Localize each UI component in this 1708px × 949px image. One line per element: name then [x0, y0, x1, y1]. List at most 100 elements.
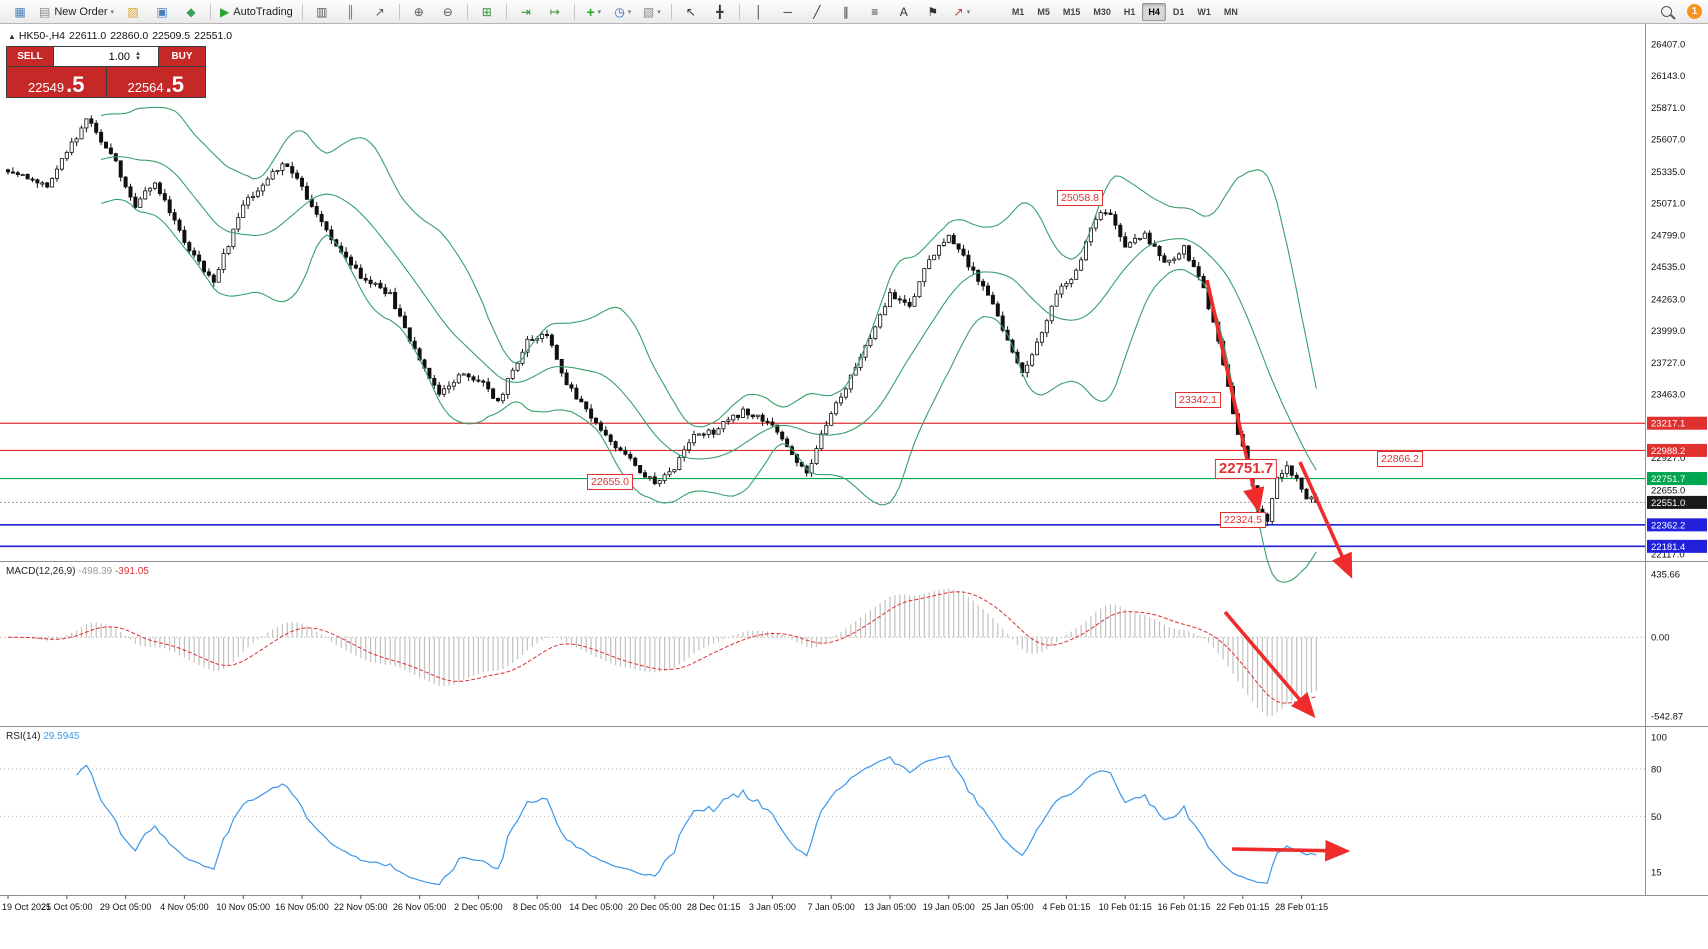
svg-text:22 Nov 05:00: 22 Nov 05:00 — [334, 902, 388, 912]
svg-text:4 Nov 05:00: 4 Nov 05:00 — [160, 902, 209, 912]
sell-price[interactable]: 22549 .5 — [7, 67, 106, 97]
price-annotation[interactable]: 22751.7 — [1214, 458, 1278, 479]
cursor-icon[interactable]: ↖ — [677, 1, 705, 23]
buy-price[interactable]: 22564 .5 — [106, 67, 205, 97]
volume-field: ▲ ▼ — [54, 47, 158, 66]
shapes-icon: ↗ — [953, 4, 964, 19]
svg-text:26407.0: 26407.0 — [1651, 40, 1685, 51]
equidistant-channel-icon: ∥ — [842, 4, 849, 19]
autotrading-button[interactable]: ▶ AutoTrading — [216, 1, 297, 23]
auto-scroll-icon: ⇥ — [520, 4, 531, 19]
indicators-icon: + — [586, 3, 595, 20]
svg-text:25335.0: 25335.0 — [1651, 167, 1685, 178]
price-annotation[interactable]: 22655.0 — [587, 474, 633, 491]
vertical-line-icon[interactable]: │ — [745, 1, 773, 23]
volume-down-button[interactable]: ▼ — [135, 55, 141, 62]
svg-text:22551.0: 22551.0 — [1651, 498, 1685, 509]
caret-down-icon: ▾ — [597, 8, 602, 16]
timeframe-m5-button[interactable]: M5 — [1037, 6, 1050, 17]
toolbar-separator — [505, 3, 507, 20]
volume-input[interactable] — [56, 49, 132, 64]
svg-text:24535.0: 24535.0 — [1651, 262, 1685, 273]
bar-chart-icon[interactable]: ▥ — [308, 1, 336, 23]
svg-text:2 Dec 05:00: 2 Dec 05:00 — [454, 902, 503, 912]
bar-chart-icon: ▥ — [316, 4, 328, 19]
indicators-button[interactable]: + ▾ — [580, 1, 608, 23]
chart-shift-icon: ↦ — [549, 4, 560, 19]
auto-scroll-icon[interactable]: ⇥ — [512, 1, 540, 23]
chart-shift-icon[interactable]: ↦ — [541, 1, 569, 23]
svg-text:16 Feb 01:15: 16 Feb 01:15 — [1157, 902, 1210, 912]
rsi-name: RSI(14) — [6, 731, 41, 742]
timeframe-mn-button[interactable]: MN — [1223, 6, 1238, 17]
fibonacci-icon[interactable]: ≡ — [861, 1, 889, 23]
trendline-icon[interactable]: ╱ — [803, 1, 831, 23]
svg-text:0.00: 0.00 — [1651, 633, 1670, 644]
svg-text:22927.0: 22927.0 — [1651, 453, 1685, 464]
svg-text:19 Oct 2021: 19 Oct 2021 — [2, 902, 51, 912]
search-button[interactable] — [1652, 1, 1680, 23]
svg-text:22362.2: 22362.2 — [1651, 520, 1685, 531]
zoom-in-icon[interactable]: ⊕ — [405, 1, 433, 23]
tile-windows-icon: ⊞ — [481, 4, 492, 19]
svg-text:3 Jan 05:00: 3 Jan 05:00 — [749, 902, 796, 912]
svg-text:26143.0: 26143.0 — [1651, 71, 1685, 82]
horizontal-line-icon: ─ — [783, 4, 793, 19]
crosshair-icon[interactable]: ╋ — [706, 1, 734, 23]
line-chart-icon: ↗ — [374, 4, 385, 19]
timeframe-m30-button[interactable]: M30 — [1093, 6, 1111, 17]
volume-up-button[interactable]: ▲ — [135, 50, 141, 57]
candlestick-chart-icon[interactable]: ║ — [337, 1, 365, 23]
timeframe-d1-button[interactable]: D1 — [1172, 6, 1185, 17]
svg-text:15: 15 — [1651, 867, 1662, 878]
timeframe-h1-button[interactable]: H1 — [1123, 6, 1136, 17]
timeframe-h4-button[interactable]: H4 — [1142, 2, 1166, 21]
zoom-out-icon[interactable]: ⊖ — [434, 1, 462, 23]
zoom-out-icon: ⊖ — [442, 4, 453, 19]
price-annotation[interactable]: 23342.1 — [1175, 392, 1221, 409]
line-chart-icon[interactable]: ↗ — [366, 1, 394, 23]
autotrading-icon: ▶ — [220, 4, 230, 19]
fibonacci-icon: ≡ — [871, 4, 879, 19]
periods-button[interactable]: ◷ ▾ — [609, 1, 637, 23]
zoom-in-icon: ⊕ — [413, 4, 424, 19]
community-badge[interactable]: 1 — [1687, 4, 1702, 19]
metaeditor-icon[interactable]: ◆ — [177, 1, 205, 23]
horizontal-line-icon[interactable]: ─ — [774, 1, 802, 23]
macd-signal-value: -391.05 — [114, 566, 149, 577]
svg-text:25071.0: 25071.0 — [1651, 198, 1685, 209]
svg-text:29 Oct 05:00: 29 Oct 05:00 — [100, 902, 152, 912]
trendline-icon: ╱ — [813, 4, 821, 19]
profile-icon[interactable]: ▣ — [148, 1, 176, 23]
timeframe-m1-button[interactable]: M1 — [1011, 6, 1025, 17]
timeframe-m15-button[interactable]: M15 — [1062, 6, 1081, 17]
templates-icon: ▧ — [642, 4, 655, 19]
folder-icon[interactable]: ▨ — [119, 1, 147, 23]
svg-text:50: 50 — [1651, 812, 1662, 823]
shapes-button[interactable]: ↗ ▾ — [948, 1, 976, 23]
templates-button[interactable]: ▧ ▾ — [638, 1, 666, 23]
svg-text:25871.0: 25871.0 — [1651, 103, 1685, 114]
svg-text:22751.7: 22751.7 — [1651, 474, 1685, 485]
new-order-button-label: New Order — [54, 5, 108, 18]
toolbar-separator — [670, 3, 672, 20]
price-annotation[interactable]: 25058.8 — [1057, 190, 1103, 207]
tile-windows-icon[interactable]: ⊞ — [473, 1, 501, 23]
chart-header: ▲ HK50-,H4 22611.0 22860.0 22509.5 22551.0 — [8, 30, 236, 42]
new-order-button[interactable]: ▤ New Order ▾ — [35, 1, 118, 23]
price-annotation[interactable]: 22324.5 — [1220, 512, 1266, 529]
buy-button[interactable]: BUY — [159, 47, 205, 66]
ohlc-open: 22611.0 — [69, 30, 107, 42]
price-annotation[interactable]: 22866.2 — [1377, 450, 1423, 467]
svg-text:19 Jan 05:00: 19 Jan 05:00 — [923, 902, 975, 912]
label-icon[interactable]: ⚑ — [919, 1, 947, 23]
timeframe-w1-button[interactable]: W1 — [1197, 6, 1211, 17]
equidistant-channel-icon[interactable]: ∥ — [832, 1, 860, 23]
text-icon[interactable]: A — [890, 1, 918, 23]
collapse-trade-panel-icon[interactable]: ▲ — [8, 32, 16, 41]
svg-text:14 Dec 05:00: 14 Dec 05:00 — [569, 902, 623, 912]
svg-text:25 Oct 05:00: 25 Oct 05:00 — [41, 902, 93, 912]
app-icon[interactable]: ▦ — [6, 1, 34, 23]
sell-button[interactable]: SELL — [7, 47, 53, 66]
